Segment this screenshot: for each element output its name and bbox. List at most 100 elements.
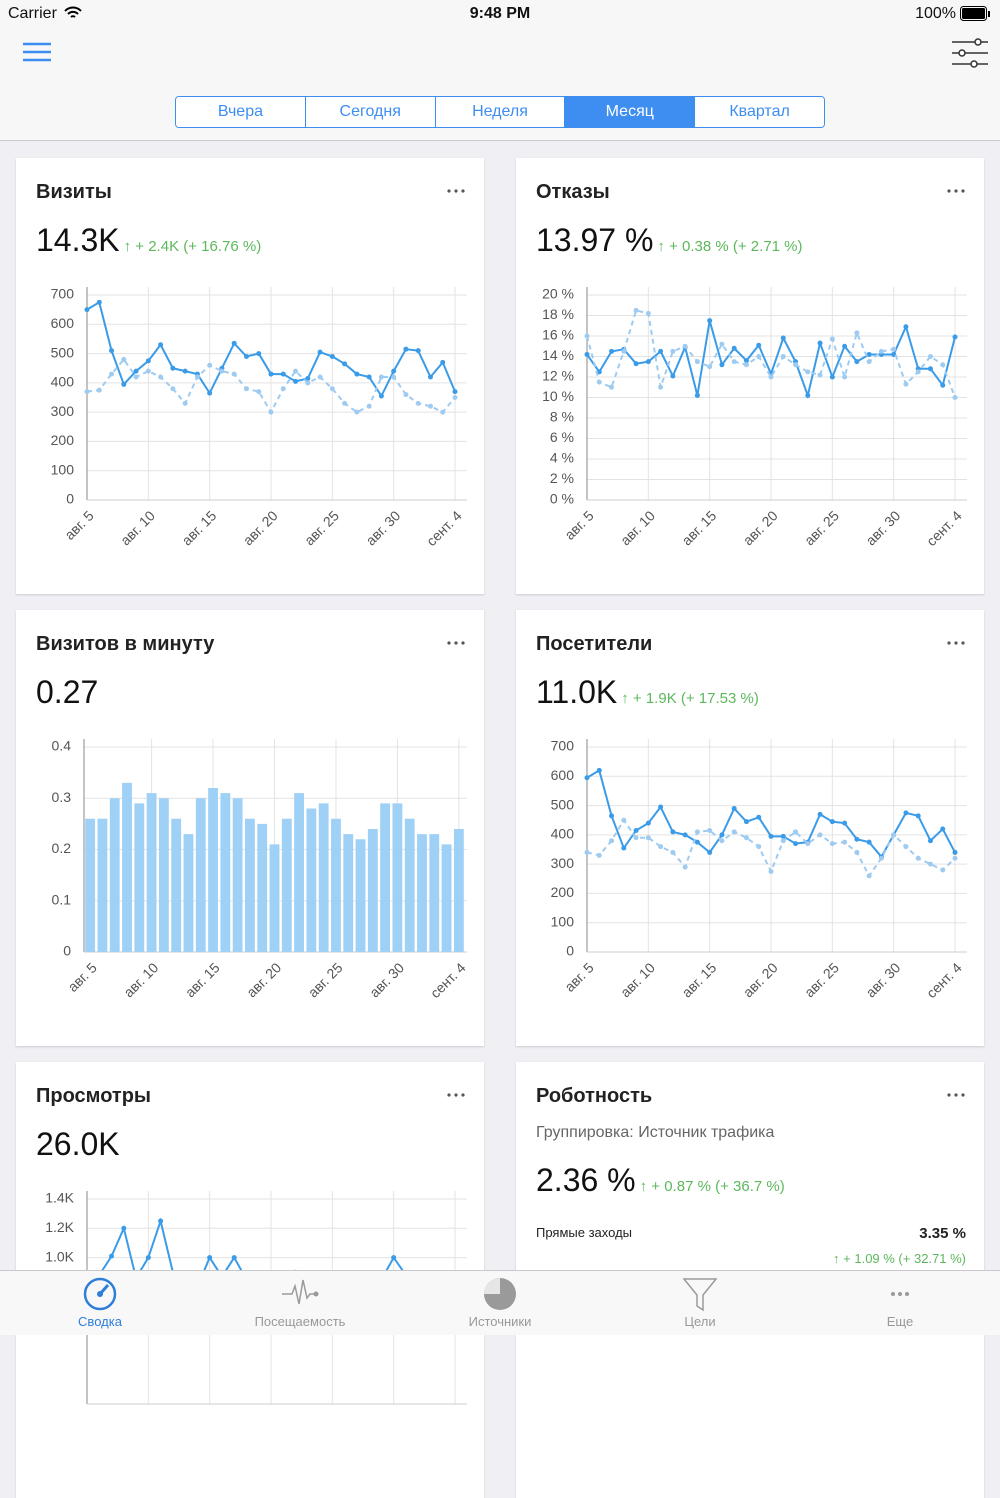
- filter-button[interactable]: [950, 38, 990, 68]
- period-option[interactable]: Квартал: [694, 97, 824, 127]
- metric-card: Посетители 11.0K ↑ + 1.9K (+ 17.53 %) 0 100 2…: [516, 610, 984, 1046]
- y-tick-label: 1.4K: [45, 1190, 74, 1206]
- y-tick-label: 500: [551, 796, 575, 812]
- data-point: [256, 389, 262, 395]
- period-option[interactable]: Сегодня: [304, 97, 435, 127]
- bar: [404, 818, 415, 952]
- y-tick-label: 400: [551, 826, 575, 842]
- tab[interactable]: Источники: [400, 1271, 600, 1335]
- card-title: Роботность: [536, 1085, 653, 1107]
- data-point: [854, 849, 860, 855]
- bar: [392, 803, 403, 952]
- data-point: [805, 841, 811, 847]
- dot: [954, 1093, 958, 1097]
- data-point: [133, 374, 139, 380]
- metric-card: Отказы 13.97 % ↑ + 0.38 % (+ 2.71 %) 0 % 2 %…: [516, 158, 984, 594]
- menu-button[interactable]: [22, 42, 52, 62]
- y-tick-label: 18 %: [542, 306, 574, 322]
- tab[interactable]: Сводка: [0, 1271, 200, 1335]
- icon-shape: [313, 1291, 319, 1297]
- data-point: [268, 409, 274, 415]
- dot: [954, 641, 958, 645]
- tab-bar: Сводка Посещаемость Источники Цели Еще: [0, 1270, 1000, 1335]
- x-tick-label: сент. 4: [923, 959, 965, 1001]
- data-point: [609, 838, 615, 844]
- metric-value: 14.3K: [36, 222, 120, 258]
- period-option[interactable]: Вчера: [176, 97, 305, 127]
- tab[interactable]: Цели: [600, 1271, 800, 1335]
- data-point: [756, 342, 762, 348]
- data-point: [596, 852, 602, 858]
- card-title: Посетители: [536, 633, 653, 655]
- data-point: [878, 348, 884, 354]
- data-point: [280, 386, 286, 392]
- period-option[interactable]: Неделя: [434, 97, 565, 127]
- tab-icon: [282, 1279, 319, 1305]
- bar: [208, 788, 218, 952]
- battery-icon: [960, 6, 990, 21]
- more-button[interactable]: [946, 1092, 966, 1098]
- data-point: [866, 873, 872, 879]
- more-button[interactable]: [946, 640, 966, 646]
- bar: [146, 793, 157, 952]
- data-point: [293, 378, 299, 384]
- period-option[interactable]: Месяц: [564, 97, 695, 127]
- y-tick-label: 0: [63, 943, 71, 959]
- y-tick-label: 400: [51, 374, 75, 390]
- data-point: [768, 374, 774, 380]
- data-point: [268, 371, 274, 377]
- bar: [171, 818, 182, 952]
- bar: [97, 818, 108, 952]
- data-point: [145, 1255, 151, 1261]
- data-point: [719, 341, 725, 347]
- header: Carrier 9:48 PM 100% Вчера Сегодня Неделя М…: [0, 0, 1000, 141]
- data-point: [391, 374, 397, 380]
- more-button[interactable]: [946, 188, 966, 194]
- tab-icon: [83, 1277, 117, 1311]
- bar: [441, 844, 452, 952]
- y-tick-label: 0 %: [550, 491, 574, 507]
- data-point: [231, 340, 237, 346]
- data-point: [633, 361, 639, 367]
- y-tick-label: 10 %: [542, 388, 574, 404]
- more-button[interactable]: [446, 188, 466, 194]
- y-tick-label: 1.2K: [45, 1219, 74, 1235]
- bar: [257, 823, 268, 952]
- more-button[interactable]: [446, 1092, 466, 1098]
- data-point: [182, 368, 188, 374]
- data-point: [403, 392, 409, 398]
- bar: [195, 798, 206, 952]
- data-point: [682, 864, 688, 870]
- tab[interactable]: Посещаемость: [200, 1271, 400, 1335]
- y-tick-label: 0: [566, 943, 574, 959]
- dot: [947, 189, 951, 193]
- data-point: [645, 359, 651, 365]
- data-point: [817, 811, 823, 817]
- data-point: [354, 371, 360, 377]
- data-point: [927, 838, 933, 844]
- data-point: [915, 813, 921, 819]
- x-tick-label: авг. 30: [862, 959, 903, 1000]
- x-tick-label: авг. 10: [617, 959, 658, 1000]
- data-point: [84, 307, 90, 313]
- more-button[interactable]: [446, 640, 466, 646]
- data-point: [927, 366, 933, 372]
- data-point: [645, 835, 651, 841]
- metric-value: 2.36 %: [536, 1162, 636, 1198]
- data-point: [207, 362, 213, 368]
- data-point: [415, 400, 421, 406]
- icon-shape: [682, 1278, 718, 1312]
- dot: [947, 641, 951, 645]
- dot: [447, 1093, 451, 1097]
- data-point: [756, 844, 762, 850]
- data-point: [731, 829, 737, 835]
- y-tick-label: 2 %: [550, 470, 574, 486]
- data-point: [378, 374, 384, 380]
- data-point: [427, 403, 433, 409]
- tab[interactable]: Еще: [800, 1271, 1000, 1335]
- x-tick-label: авг. 10: [617, 507, 658, 548]
- data-point: [891, 346, 897, 352]
- y-tick-label: 200: [51, 432, 75, 448]
- data-point: [829, 374, 835, 380]
